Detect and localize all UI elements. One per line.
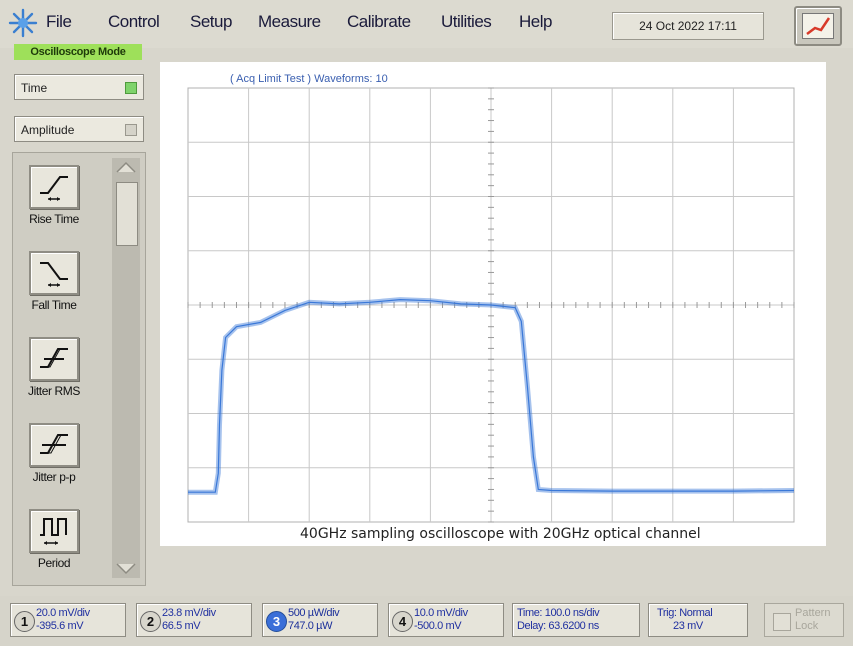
channel-1-button[interactable]: 1 20.0 mV/div -395.6 mV — [10, 603, 126, 637]
scroll-thumb[interactable] — [116, 182, 138, 246]
channel-number: 3 — [266, 611, 287, 632]
mode-label: Oscilloscope Mode — [14, 44, 142, 60]
scroll-up-icon[interactable] — [112, 158, 140, 176]
pattern-lock-label: Pattern — [795, 607, 831, 619]
fall-time-icon — [29, 251, 79, 295]
trigger-button[interactable]: Trig: Normal 23 mV — [648, 603, 748, 637]
channel-number: 4 — [392, 611, 413, 632]
menu-control[interactable]: Control — [108, 12, 160, 31]
channel-2-button[interactable]: 2 23.8 mV/div 66.5 mV — [136, 603, 252, 637]
jitter-pp-icon — [29, 423, 79, 467]
channel-offset: -500.0 mV — [414, 620, 462, 632]
channel-offset: 747.0 µW — [288, 620, 333, 632]
channel-number: 2 — [140, 611, 161, 632]
scroll-down-icon[interactable] — [112, 560, 140, 578]
display-toggle-button[interactable] — [794, 6, 842, 46]
dropdown-arrow-icon — [125, 124, 137, 136]
rise-time-button[interactable]: Rise Time — [21, 165, 87, 226]
amplitude-select[interactable]: Amplitude — [14, 116, 144, 142]
period-button[interactable]: Period — [21, 509, 87, 570]
fall-time-button[interactable]: Fall Time — [21, 251, 87, 312]
menu-setup[interactable]: Setup — [190, 12, 232, 31]
waveform-trace — [188, 298, 795, 493]
menu-file[interactable]: File — [46, 12, 72, 31]
dropdown-arrow-icon — [125, 82, 137, 94]
jitter-rms-button[interactable]: Jitter RMS — [21, 337, 87, 398]
trigger-level: 23 mV — [673, 620, 703, 632]
jitter-pp-button[interactable]: Jitter p-p — [21, 423, 87, 484]
channel-scale: 500 µW/div — [288, 607, 340, 619]
timebase-scale: Time: 100.0 ns/div — [517, 607, 600, 619]
datetime-display: 24 Oct 2022 17:11 — [612, 12, 764, 40]
menu-calibrate[interactable]: Calibrate — [347, 12, 411, 31]
channel-number: 1 — [14, 611, 35, 632]
menu-measure[interactable]: Measure — [258, 12, 321, 31]
channel-scale: 23.8 mV/div — [162, 607, 216, 619]
plot-caption: 40GHz sampling oscilloscope with 20GHz o… — [300, 526, 701, 542]
channel-scale: 10.0 mV/div — [414, 607, 468, 619]
channel-4-button[interactable]: 4 10.0 mV/div -500.0 mV — [388, 603, 504, 637]
waveform-plot: ( Acq Limit Test ) Waveforms: 10 40GHz s… — [187, 73, 795, 542]
app-logo-icon[interactable] — [6, 6, 40, 40]
timebase-delay: Delay: 63.6200 ns — [517, 620, 599, 632]
time-select[interactable]: Time — [14, 74, 144, 100]
menu-help[interactable]: Help — [519, 12, 552, 31]
channel-scale: 20.0 mV/div — [36, 607, 90, 619]
timebase-button[interactable]: Time: 100.0 ns/div Delay: 63.6200 ns — [512, 603, 640, 637]
trigger-mode: Trig: Normal — [657, 607, 713, 619]
channel-offset: 66.5 mV — [162, 620, 201, 632]
waveform-display[interactable]: ( Acq Limit Test ) Waveforms: 10 40GHz s… — [160, 62, 826, 546]
pattern-lock-icon — [773, 613, 791, 631]
display-icon — [802, 13, 834, 39]
channel-3-button[interactable]: 3 500 µW/div 747.0 µW — [262, 603, 378, 637]
jitter-rms-icon — [29, 337, 79, 381]
rise-time-icon — [29, 165, 79, 209]
graticule-center-ticks — [187, 87, 795, 523]
pattern-lock-button[interactable]: Pattern Lock — [764, 603, 844, 637]
pattern-lock-sublabel: Lock — [795, 620, 819, 632]
channel-offset: -395.6 mV — [36, 620, 84, 632]
menu-utilities[interactable]: Utilities — [441, 12, 492, 31]
period-icon — [29, 509, 79, 553]
acquisition-status: ( Acq Limit Test ) Waveforms: 10 — [230, 73, 388, 85]
